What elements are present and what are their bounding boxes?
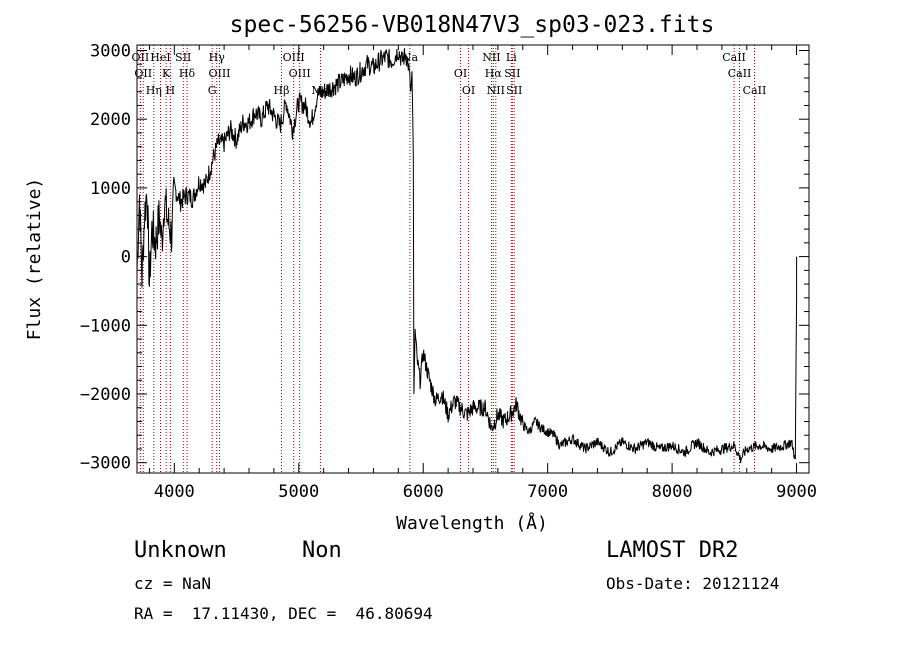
line-label: Li <box>506 51 517 64</box>
line-label: SII <box>506 84 522 97</box>
redshift-readout: cz = NaN <box>134 574 212 593</box>
line-label: OIII <box>289 67 311 80</box>
y-tick-label: −1000 <box>80 316 131 336</box>
spectrum-line <box>136 48 798 464</box>
line-label: NII <box>487 84 505 97</box>
line-label: NII <box>482 51 500 64</box>
line-label: Hη <box>146 84 162 97</box>
line-label: Hα <box>485 67 503 80</box>
x-tick-label: 4000 <box>154 482 195 502</box>
survey-label: LAMOST DR2 <box>606 538 739 563</box>
spectral-line-labels: OIIOIIHηHeIKHSIIHδGHγOIIIHβOIIIOIIIMgNaO… <box>132 51 767 97</box>
line-label: CaII <box>728 67 752 80</box>
line-label: OIII <box>283 51 305 64</box>
y-tick-label: 1000 <box>90 179 131 199</box>
y-tick-label: 0 <box>121 248 131 268</box>
x-tick-label: 9000 <box>776 482 817 502</box>
line-label: OII <box>132 51 150 64</box>
y-tick-label: 2000 <box>90 110 131 130</box>
line-label: CaII <box>743 84 767 97</box>
line-label: CaII <box>722 51 746 64</box>
y-tick-label: 3000 <box>90 41 131 61</box>
spectral-line-markers <box>139 45 755 473</box>
line-label: Hδ <box>179 67 196 80</box>
line-label: SII <box>175 51 191 64</box>
line-label: OI <box>462 84 475 97</box>
x-tick-label: 7000 <box>527 482 568 502</box>
line-label: HeI <box>150 51 170 64</box>
x-tick-label: 6000 <box>403 482 444 502</box>
line-label: Hγ <box>209 51 226 64</box>
line-label: OII <box>134 67 152 80</box>
line-label: H <box>166 84 176 97</box>
x-tick-label: 5000 <box>278 482 319 502</box>
object-class-label: Unknown <box>134 538 227 563</box>
x-tick-label: 8000 <box>652 482 693 502</box>
y-tick-label: −2000 <box>80 385 131 405</box>
line-label: OI <box>454 67 467 80</box>
chart-title: spec-56256-VB018N47V3_sp03-023.fits <box>230 12 715 38</box>
line-label: OIII <box>208 67 230 80</box>
line-label: K <box>162 67 171 80</box>
line-label: G <box>208 84 217 97</box>
y-axis-ticks: 3000 2000 1000 0 −1000 −2000 −3000 <box>80 41 809 474</box>
observation-date: Obs-Date: 20121124 <box>606 574 780 593</box>
x-axis-label: Wavelength (Å) <box>396 512 548 534</box>
line-label: Hβ <box>274 84 290 97</box>
coordinates-readout: RA = 17.11430, DEC = 46.80694 <box>134 604 433 623</box>
x-axis-ticks: 4000 5000 6000 7000 8000 9000 <box>148 45 817 502</box>
line-label: SII <box>504 67 520 80</box>
y-axis-label: Flux (relative) <box>24 178 45 341</box>
y-tick-label: −3000 <box>80 454 131 474</box>
object-subclass-label: Non <box>302 538 342 563</box>
